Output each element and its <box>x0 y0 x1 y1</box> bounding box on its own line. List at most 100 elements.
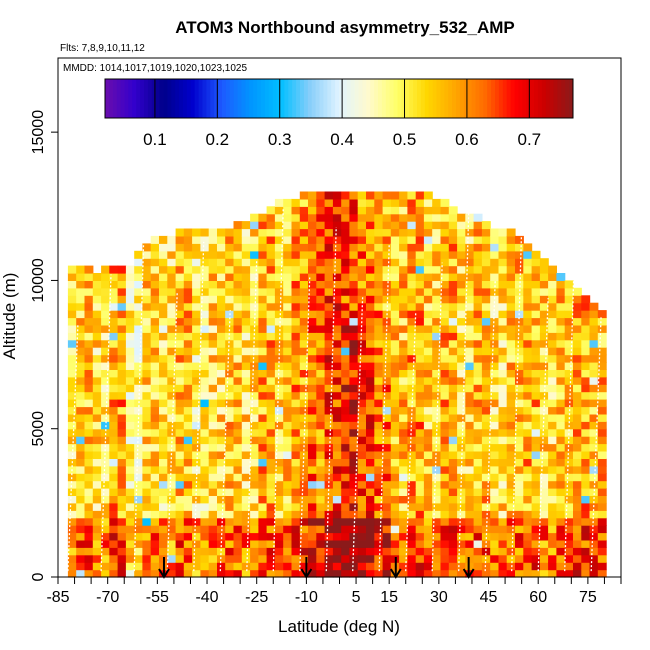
heatmap-cell <box>531 465 541 474</box>
heatmap-cell <box>523 332 533 341</box>
heatmap-cell <box>167 317 177 326</box>
heatmap-cell <box>573 562 582 571</box>
heatmap-cell <box>167 391 177 400</box>
heatmap-cell <box>473 362 483 370</box>
heatmap-cell <box>258 295 268 304</box>
heatmap-cell <box>200 554 210 563</box>
heatmap-cell <box>274 332 284 341</box>
heatmap-cell <box>192 265 201 274</box>
heatmap-cell <box>423 539 433 548</box>
heatmap-cell <box>241 354 251 363</box>
heatmap-cell <box>291 495 301 504</box>
flight-track <box>100 274 112 572</box>
heatmap-cell <box>175 495 185 504</box>
heatmap-cell <box>150 554 160 563</box>
heatmap-cell <box>67 502 77 511</box>
colorbar-segment <box>292 79 297 118</box>
heatmap-cell <box>291 539 301 548</box>
heatmap-cell <box>573 376 582 385</box>
heatmap-cell <box>481 310 491 319</box>
heatmap-cell <box>291 362 301 370</box>
heatmap-cell <box>316 406 326 415</box>
chart-title: ATOM3 Northbound asymmetry_532_AMP <box>175 18 514 37</box>
heatmap-cell <box>374 206 384 215</box>
heatmap-cell <box>299 376 309 385</box>
heatmap-cell <box>457 265 466 274</box>
heatmap-cell <box>589 562 599 571</box>
heatmap-cell <box>217 265 226 274</box>
heatmap-cell <box>67 310 77 319</box>
heatmap-cell <box>515 339 524 348</box>
heatmap-cell <box>382 532 392 541</box>
heatmap-cell <box>299 310 309 319</box>
heatmap-cell <box>415 473 425 482</box>
heatmap-cell <box>523 451 533 459</box>
heatmap-cell <box>134 443 144 452</box>
heatmap-cell <box>76 436 86 445</box>
heatmap-cell <box>407 458 417 467</box>
heatmap-cell <box>283 235 293 244</box>
heatmap-cell <box>167 554 177 563</box>
heatmap-cell <box>473 376 483 385</box>
heatmap-cell <box>481 243 491 252</box>
heatmap-cell <box>515 250 524 259</box>
heatmap-cell <box>390 421 400 430</box>
heatmap-cell <box>548 376 557 385</box>
heatmap-cell <box>225 532 235 541</box>
heatmap-cell <box>506 384 516 393</box>
heatmap-cell <box>357 391 367 400</box>
heatmap-cell <box>241 399 251 408</box>
heatmap-cell <box>208 369 218 378</box>
colorbar-segment <box>225 79 231 118</box>
heatmap-cell <box>399 295 408 304</box>
heatmap-cell <box>233 517 243 526</box>
heatmap-cell <box>316 554 326 563</box>
heatmap-cell <box>258 243 268 252</box>
heatmap-cell <box>258 317 268 326</box>
heatmap-cell <box>589 399 599 408</box>
heatmap-cell <box>573 428 582 437</box>
heatmap-cell <box>341 354 351 363</box>
heatmap-cell <box>308 488 317 496</box>
heatmap-cell <box>175 532 185 541</box>
colorbar-segment <box>526 79 531 118</box>
heatmap-cell <box>498 347 508 356</box>
heatmap-cell <box>341 287 351 296</box>
heatmap-cell <box>109 362 119 370</box>
heatmap-cell <box>415 339 425 348</box>
heatmap-cell <box>101 332 110 341</box>
heatmap-cell <box>448 384 458 393</box>
colorbar-segment <box>264 79 270 118</box>
heatmap-cell <box>597 354 607 363</box>
colorbar-segment <box>198 79 203 118</box>
heatmap-cell <box>225 413 235 422</box>
heatmap-cell <box>523 317 533 326</box>
heatmap-cell <box>539 480 549 489</box>
heatmap-cell <box>349 376 359 385</box>
heatmap-cell <box>498 502 508 511</box>
heatmap-cell <box>159 495 168 504</box>
heatmap-cell <box>84 369 94 378</box>
heatmap-cell <box>324 324 334 333</box>
heatmap-cell <box>357 517 367 526</box>
heatmap-cell <box>167 324 177 333</box>
colorbar-segment <box>510 79 515 118</box>
heatmap-cell <box>324 406 334 415</box>
heatmap-cell <box>523 265 533 274</box>
heatmap-cell <box>573 317 582 326</box>
heatmap-cell <box>448 443 458 452</box>
heatmap-cell <box>490 295 500 304</box>
heatmap-cell <box>515 451 524 459</box>
heatmap-cell <box>399 324 408 333</box>
heatmap-cell <box>225 539 235 548</box>
colorbar-segment <box>444 79 449 118</box>
heatmap-cell <box>357 399 367 408</box>
heatmap-cell <box>531 443 541 452</box>
heatmap-cell <box>440 517 450 526</box>
heatmap-cell <box>531 339 541 348</box>
heatmap-cell <box>399 458 408 467</box>
heatmap-cell <box>324 369 334 378</box>
heatmap-cell <box>556 273 566 281</box>
heatmap-cell <box>283 339 293 348</box>
heatmap-cell <box>473 428 483 437</box>
